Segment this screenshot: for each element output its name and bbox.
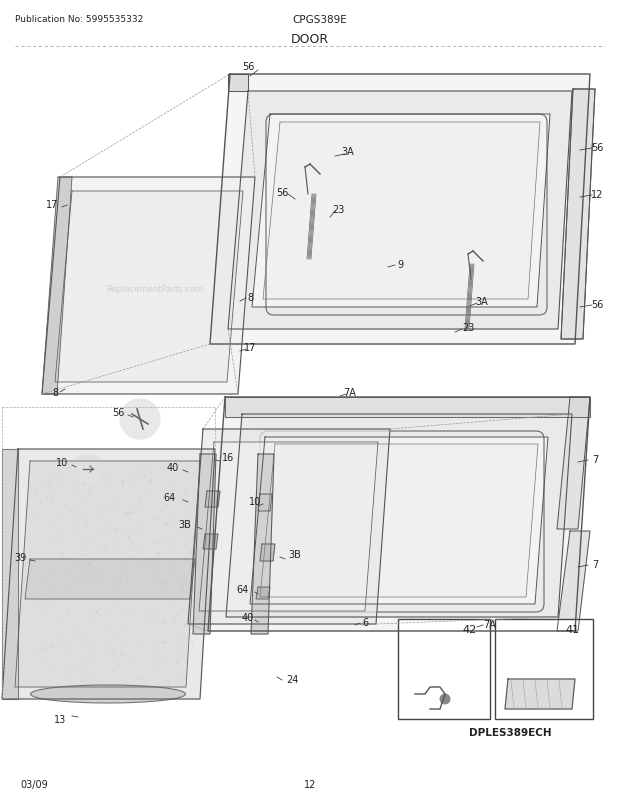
Text: 56: 56	[591, 143, 603, 153]
Text: 10: 10	[56, 457, 68, 468]
Text: 39: 39	[14, 553, 26, 562]
Text: 13: 13	[54, 714, 66, 724]
Text: 3A: 3A	[342, 147, 355, 157]
Polygon shape	[263, 123, 540, 300]
Text: 7: 7	[592, 455, 598, 464]
Polygon shape	[42, 178, 255, 395]
Ellipse shape	[30, 685, 185, 703]
Polygon shape	[208, 398, 590, 631]
Polygon shape	[228, 92, 572, 330]
Polygon shape	[193, 455, 216, 634]
Text: 40: 40	[242, 612, 254, 622]
Polygon shape	[210, 75, 590, 345]
Text: 6: 6	[362, 618, 368, 627]
Polygon shape	[15, 461, 200, 687]
Bar	[495, 619, 593, 719]
Text: 3B: 3B	[288, 549, 301, 559]
Circle shape	[73, 455, 103, 484]
Text: 24: 24	[286, 674, 298, 684]
Text: 12: 12	[304, 779, 316, 789]
Text: 8: 8	[52, 387, 58, 398]
Polygon shape	[199, 443, 378, 611]
Text: 56: 56	[242, 62, 254, 72]
Polygon shape	[225, 398, 590, 418]
Text: 64: 64	[237, 585, 249, 594]
Polygon shape	[258, 494, 272, 512]
Polygon shape	[2, 449, 18, 699]
Text: 17: 17	[46, 200, 58, 210]
Polygon shape	[226, 415, 572, 618]
Polygon shape	[42, 178, 72, 395]
Text: 40: 40	[167, 463, 179, 472]
Text: 56: 56	[276, 188, 288, 198]
Text: 56: 56	[112, 407, 124, 418]
Text: 41: 41	[566, 624, 580, 634]
Polygon shape	[25, 559, 195, 599]
Text: 23: 23	[462, 322, 474, 333]
Text: 56: 56	[591, 300, 603, 310]
Text: 42: 42	[463, 624, 477, 634]
Text: ReplacementParts.com: ReplacementParts.com	[107, 286, 203, 294]
Polygon shape	[557, 398, 590, 529]
Text: 8: 8	[247, 293, 253, 302]
Text: 23: 23	[332, 205, 344, 215]
Text: 7A: 7A	[484, 619, 497, 630]
Polygon shape	[2, 449, 215, 699]
Text: 16: 16	[222, 452, 234, 463]
Polygon shape	[260, 444, 538, 597]
Polygon shape	[188, 429, 390, 624]
Text: 9: 9	[397, 260, 403, 269]
Text: DPLES389ECH: DPLES389ECH	[469, 727, 551, 737]
Circle shape	[440, 695, 450, 704]
Polygon shape	[505, 679, 575, 709]
Polygon shape	[557, 532, 590, 631]
Text: 17: 17	[244, 342, 256, 353]
Text: 10: 10	[249, 496, 261, 506]
Polygon shape	[256, 587, 270, 599]
Text: CPGS389E: CPGS389E	[293, 15, 347, 25]
Text: DOOR: DOOR	[291, 33, 329, 46]
Polygon shape	[228, 75, 248, 92]
Polygon shape	[203, 534, 218, 549]
Text: 7A: 7A	[343, 387, 356, 398]
Polygon shape	[561, 90, 595, 339]
Text: 7: 7	[592, 559, 598, 569]
Polygon shape	[252, 115, 550, 308]
Text: 64: 64	[164, 492, 176, 502]
Text: 3B: 3B	[179, 520, 192, 529]
Circle shape	[120, 399, 160, 439]
Text: 03/09: 03/09	[20, 779, 48, 789]
Polygon shape	[251, 455, 274, 634]
Polygon shape	[260, 545, 275, 561]
Polygon shape	[250, 437, 548, 604]
Text: Publication No: 5995535332: Publication No: 5995535332	[15, 15, 143, 24]
Bar	[398, 619, 490, 719]
Polygon shape	[55, 192, 243, 383]
Text: 12: 12	[591, 190, 603, 200]
Text: 3A: 3A	[476, 297, 489, 306]
Polygon shape	[205, 492, 220, 508]
